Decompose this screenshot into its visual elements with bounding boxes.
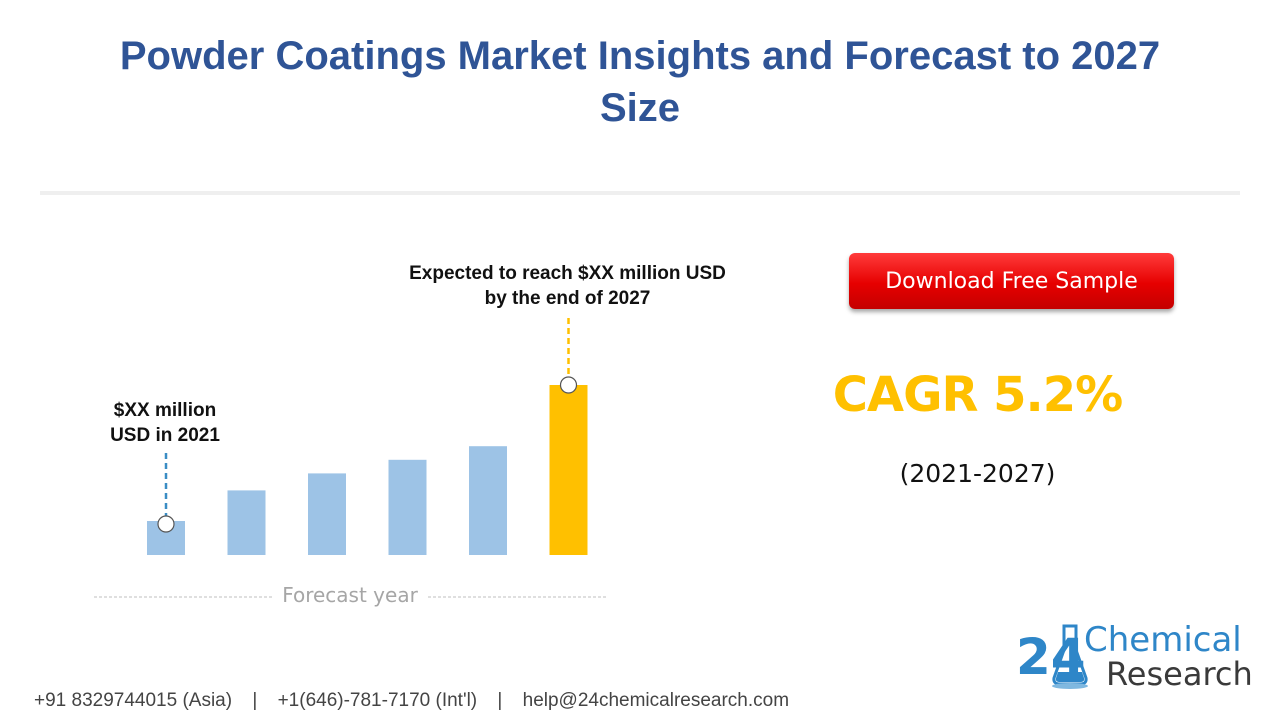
x-axis-label: Forecast year <box>282 583 418 607</box>
bar-2027 <box>549 385 588 555</box>
footer-separator: | <box>252 690 258 711</box>
bar-4 <box>469 446 507 555</box>
end-callout-line-1: Expected to reach $XX million USD <box>409 263 726 284</box>
company-logo[interactable]: 24 Chemical Research <box>1016 620 1256 696</box>
phone-asia[interactable]: +91 8329744015 (Asia) <box>34 690 233 711</box>
bar-1 <box>227 490 266 555</box>
end-marker <box>559 376 578 394</box>
forecast-bar-chart <box>94 318 607 598</box>
contact-email[interactable]: help@24chemicalresearch.com <box>522 690 790 711</box>
logo-word-research: Research <box>1106 655 1253 693</box>
cagr-period: (2021-2027) <box>899 459 1056 488</box>
footer-separator: | <box>497 690 503 711</box>
logo-word-chemical: Chemical <box>1084 620 1242 660</box>
title-divider <box>40 191 1240 195</box>
page-title: Powder Coatings Market Insights and Fore… <box>40 30 1240 134</box>
page-title-line-1: Powder Coatings Market Insights and Fore… <box>119 34 1161 78</box>
download-free-sample-button[interactable]: Download Free Sample <box>849 253 1174 309</box>
cagr-value: CAGR 5.2% <box>832 367 1124 423</box>
start-callout-line-2: USD in 2021 <box>110 425 220 446</box>
flask-icon <box>1052 624 1088 689</box>
end-value-callout: Expected to reach $XX million USD by the… <box>365 261 770 311</box>
start-marker <box>157 515 175 533</box>
contact-footer: +91 8329744015 (Asia) | +1(646)-781-7170… <box>34 690 789 712</box>
bar-2 <box>308 473 346 555</box>
start-callout-line-1: $XX million <box>113 400 217 421</box>
bar-3 <box>388 459 427 555</box>
phone-international[interactable]: +1(646)-781-7170 (Int'l) <box>277 690 478 711</box>
end-callout-line-2: by the end of 2027 <box>484 288 651 309</box>
page-title-line-2: Size <box>599 86 681 130</box>
start-value-callout: $XX million USD in 2021 <box>80 398 250 448</box>
